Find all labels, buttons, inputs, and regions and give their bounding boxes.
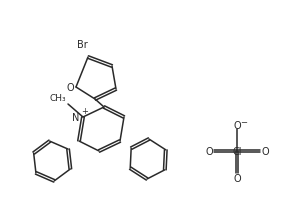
Text: Br: Br: [77, 40, 87, 50]
Text: O: O: [205, 146, 213, 156]
Text: Cl: Cl: [232, 146, 242, 156]
Text: +: +: [81, 107, 88, 116]
Text: N: N: [72, 112, 79, 122]
Text: −: −: [240, 118, 248, 127]
Text: O: O: [66, 83, 74, 93]
Text: CH₃: CH₃: [50, 94, 66, 103]
Text: O: O: [233, 120, 241, 130]
Text: O: O: [233, 173, 241, 183]
Text: O: O: [261, 146, 269, 156]
